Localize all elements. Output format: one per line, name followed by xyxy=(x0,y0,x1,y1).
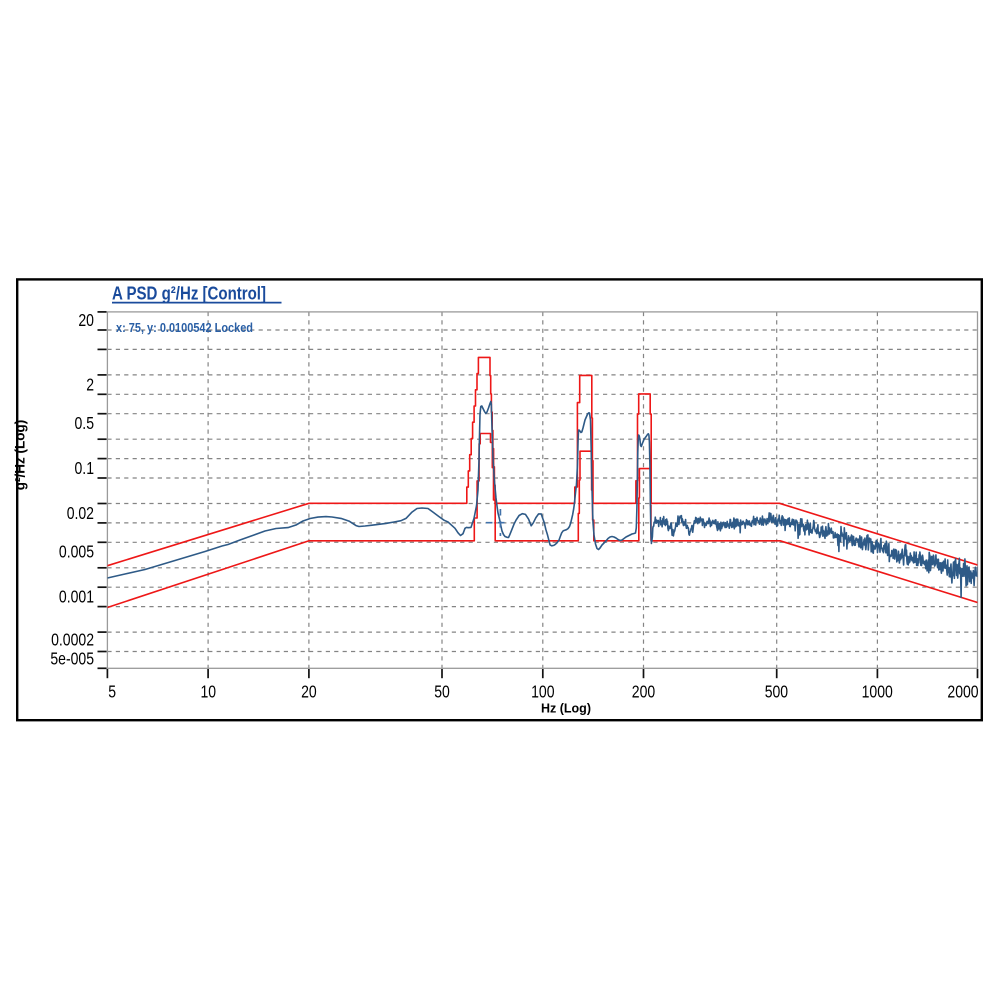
svg-text:20: 20 xyxy=(301,682,317,702)
svg-text:200: 200 xyxy=(632,682,656,702)
svg-text:50: 50 xyxy=(434,682,450,702)
svg-text:x: 75, y: 0.0100542 Locked: x: 75, y: 0.0100542 Locked xyxy=(116,320,253,335)
svg-text:20: 20 xyxy=(78,310,94,330)
svg-text:0.001: 0.001 xyxy=(59,587,94,607)
svg-text:0.0002: 0.0002 xyxy=(51,629,94,649)
svg-text:2000: 2000 xyxy=(947,682,978,702)
svg-text:500: 500 xyxy=(765,682,789,702)
svg-text:Hz (Log): Hz (Log) xyxy=(541,701,591,715)
svg-text:0.1: 0.1 xyxy=(75,458,95,478)
svg-text:1000: 1000 xyxy=(862,682,893,702)
svg-text:10: 10 xyxy=(201,682,217,702)
svg-text:A PSD g²/Hz [Control]: A PSD g²/Hz [Control] xyxy=(112,283,266,304)
svg-text:g²/Hz (Log): g²/Hz (Log) xyxy=(13,420,28,490)
svg-text:2: 2 xyxy=(86,375,94,395)
svg-text:0.005: 0.005 xyxy=(59,542,94,562)
svg-text:5: 5 xyxy=(108,682,116,702)
svg-text:0.5: 0.5 xyxy=(75,413,95,433)
svg-text:0.02: 0.02 xyxy=(67,503,94,523)
svg-text:100: 100 xyxy=(531,682,555,702)
svg-text:5e-005: 5e-005 xyxy=(50,649,94,669)
